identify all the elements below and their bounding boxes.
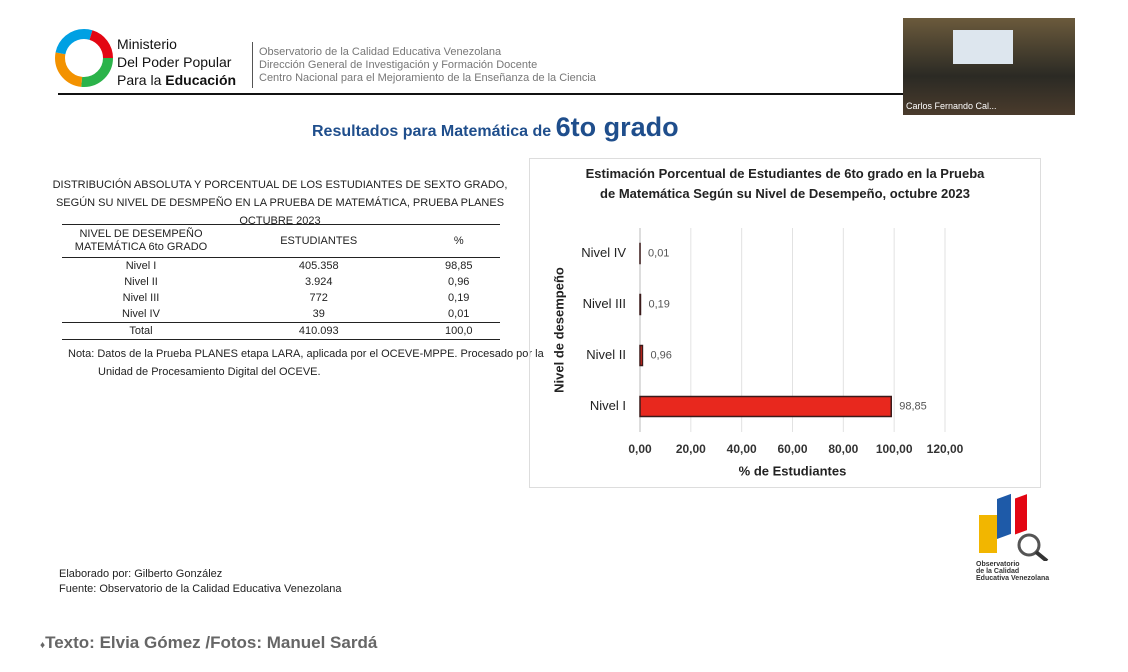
y-tick-label: Nivel IV <box>581 245 626 260</box>
table-header-row: NIVEL DE DESEMPEÑO MATEMÁTICA 6to GRADO E… <box>62 224 500 258</box>
value-label: 0,01 <box>648 247 669 259</box>
header-rule <box>58 93 903 95</box>
value-label: 98,85 <box>899 400 927 412</box>
ministry-logo <box>55 29 113 87</box>
observatory-line: Centro Nacional para el Mejoramiento de … <box>259 72 596 84</box>
y-tick-label: Nivel III <box>583 296 626 311</box>
bar <box>639 395 892 418</box>
logo-shape <box>997 493 1011 539</box>
table-row: Nivel II 3.924 0,96 <box>62 274 500 290</box>
x-tick-label: 40,00 <box>727 442 757 456</box>
observatory-logo <box>979 493 1049 561</box>
table-cell: Nivel IV <box>122 308 160 320</box>
table-note: Nota: Datos de la Prueba PLANES etapa LA… <box>68 348 544 378</box>
caption-text: Texto: Elvia Gómez /Fotos: Manuel Sardá <box>45 633 378 652</box>
table-row: Total 410.093 100,0 <box>62 322 500 340</box>
table-cell: 0,19 <box>448 292 470 304</box>
credits: Elaborado por: Gilberto González Fuente:… <box>59 567 342 597</box>
table-cell: 405.358 <box>298 260 339 272</box>
logo-line: Observatorio <box>976 561 1020 568</box>
logo-line: de la Calidad <box>976 568 1020 575</box>
logo-shape <box>1017 533 1041 557</box>
table-cell: 100,0 <box>417 322 500 340</box>
slide-title-text: Resultados para Matemática de <box>312 123 552 140</box>
photo-caption: ♦Texto: Elvia Gómez /Fotos: Manuel Sardá <box>40 633 377 653</box>
chart-frame <box>529 158 1041 488</box>
video-screen <box>953 30 1013 64</box>
credit-line: Elaborado por: Gilberto González <box>59 568 223 580</box>
ministry-line: Para la Educación <box>117 71 236 89</box>
ministry-line: Del Poder Popular <box>117 54 232 70</box>
value-label: 0,96 <box>650 349 671 361</box>
logo-shape <box>1015 494 1027 535</box>
data-table: NIVEL DE DESEMPEÑO MATEMÁTICA 6to GRADO E… <box>62 224 500 340</box>
y-tick-label: Nivel I <box>590 398 626 413</box>
x-tick-label: 20,00 <box>676 442 706 456</box>
bar <box>639 344 644 367</box>
ministry-line: Ministerio <box>117 36 177 52</box>
ministry-text: Para la <box>117 72 166 88</box>
slide-title-emphasis: 6to grado <box>555 112 679 142</box>
x-tick-label: 0,00 <box>628 442 652 456</box>
ministry-name: Ministerio Del Poder Popular Para la Edu… <box>117 35 236 89</box>
table-cell: Nivel III <box>122 292 160 304</box>
chart: 0,00 20,00 40,00 60,00 80,00 100,00 120,00 % de… <box>551 228 964 478</box>
logo-shape <box>979 515 997 553</box>
divider <box>252 42 253 88</box>
table-cell: 410.093 <box>220 322 418 340</box>
table-row: Nivel IV 39 0,01 <box>62 306 500 323</box>
video-thumbnail: Carlos Fernando Cal... <box>903 18 1075 115</box>
table-cell: 98,85 <box>444 260 473 272</box>
observatory-line: Dirección General de Investigación y For… <box>259 59 538 71</box>
x-tick-label: 80,00 <box>828 442 858 456</box>
observatory-line: Observatorio de la Calidad Educativa Ven… <box>259 46 502 58</box>
table-cell: Nivel I <box>125 260 157 272</box>
observatory-lines: Observatorio de la Calidad Educativa Ven… <box>259 46 596 85</box>
table-cell: 0,01 <box>448 308 470 320</box>
table-header-cell: ESTUDIANTES <box>220 224 418 258</box>
x-tick-label: 100,00 <box>876 442 913 456</box>
table-header-cell: NIVEL DE DESEMPEÑO MATEMÁTICA 6to GRADO <box>62 224 220 258</box>
y-tick-label: Nivel II <box>586 347 626 362</box>
ministry-bold: Educación <box>165 72 237 88</box>
table-cell: Total <box>62 322 220 340</box>
table-body: Nivel I 405.358 98,85 Nivel II 3.924 0,96 Nive… <box>62 258 500 340</box>
logo-line: Educativa Venezolana <box>976 575 1050 582</box>
bullet: ♦ <box>40 640 46 651</box>
table-cell: 3.924 <box>304 276 333 288</box>
video-caption: Carlos Fernando Cal... <box>906 101 997 111</box>
table-row: Nivel III 772 0,19 <box>62 290 500 306</box>
logo-shape <box>1034 550 1049 561</box>
x-tick-label: 60,00 <box>777 442 807 456</box>
table-cell: 39 <box>312 308 325 320</box>
table-cell: 0,96 <box>448 276 470 288</box>
table-header-cell: % <box>417 224 500 258</box>
table-cell: 772 <box>309 292 328 304</box>
logo-text: Observatorio de la Calidad Educativa Ven… <box>976 561 1049 582</box>
x-axis-title: % de Estudiantes <box>739 463 847 478</box>
table-title: DISTRIBUCIÓN ABSOLUTA Y PORCENTUAL DE LO… <box>52 179 508 227</box>
y-axis-title: Nivel de desempeño <box>551 267 566 393</box>
credit-line: Fuente: Observatorio de la Calidad Educa… <box>59 583 342 595</box>
slide-title: Resultados para Matemática de 6to grado <box>312 112 679 143</box>
table-row: Nivel I 405.358 98,85 <box>62 258 500 275</box>
x-tick-label: 120,00 <box>927 442 964 456</box>
table-cell: Nivel II <box>124 276 158 288</box>
chart-title: Estimación Porcentual de Estudiantes de … <box>585 166 985 201</box>
value-label: 0,19 <box>648 298 669 310</box>
